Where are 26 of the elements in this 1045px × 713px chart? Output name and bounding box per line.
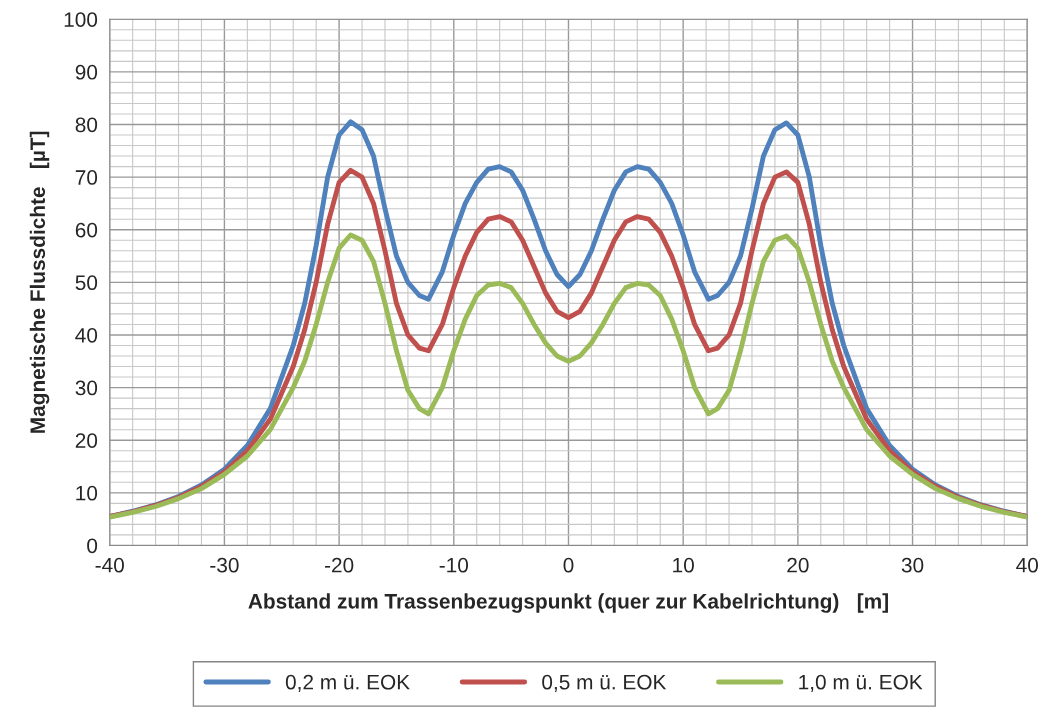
y-tick-label: 50 — [75, 275, 98, 291]
y-tick-label: 30 — [75, 380, 98, 396]
x-tick-label: -40 — [95, 557, 124, 573]
y-axis-title: Magnetische Flussdichte [µT] — [29, 131, 50, 433]
legend-label: 1,0 m ü. EOK — [799, 674, 923, 692]
x-tick-label: 30 — [901, 557, 924, 573]
x-tick-label: -10 — [439, 557, 469, 573]
x-tick-label: 0 — [563, 557, 574, 573]
x-tick-label: 20 — [787, 557, 809, 573]
x-tick-label: 10 — [673, 557, 694, 573]
x-tick-label: 40 — [1016, 557, 1039, 573]
x-tick-label: -20 — [324, 557, 354, 573]
y-tick-label: 100 — [64, 12, 98, 27]
y-tick-label: 20 — [75, 433, 98, 448]
x-tick-label: -30 — [210, 557, 239, 573]
y-tick-label: 70 — [75, 170, 98, 185]
y-tick-label: 90 — [75, 64, 98, 80]
y-tick-label: 80 — [75, 117, 98, 133]
y-tick-label: 40 — [75, 327, 98, 343]
x-axis-title: Abstand zum Trassenbezugspunkt (quer zur Kabelrichtung) [m] — [248, 593, 888, 613]
legend-label: 0,2 m ü. EOK — [285, 674, 410, 692]
y-tick-label: 0 — [87, 538, 98, 554]
y-tick-label: 60 — [75, 222, 98, 238]
legend-label: 0,5 m ü. EOK — [542, 674, 667, 692]
y-tick-label: 10 — [76, 485, 98, 501]
line-series — [109, 232, 1028, 520]
